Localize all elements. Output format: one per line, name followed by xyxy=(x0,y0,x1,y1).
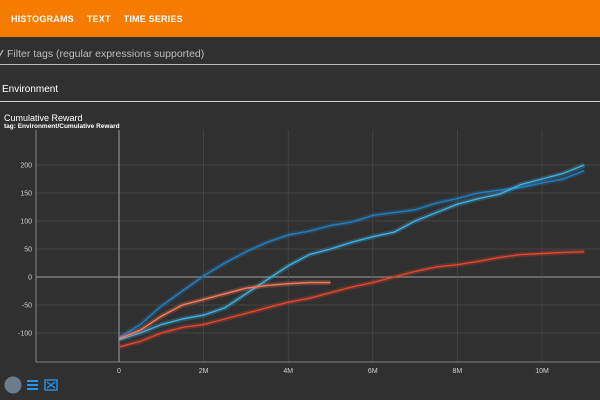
x-tick-label: 0 xyxy=(117,368,121,375)
card-tag: tag: Environment/Cumulative Reward xyxy=(4,123,120,130)
y-tick-label: 150 xyxy=(20,191,32,198)
fullscreen-icon xyxy=(44,379,58,391)
x-tick-label: 6M xyxy=(368,368,378,375)
x-tick-label: 2M xyxy=(199,368,209,375)
x-tick-label: 10M xyxy=(535,368,549,375)
data-table-icon xyxy=(27,380,38,390)
tag-filter-input[interactable] xyxy=(7,48,567,60)
group-title: Environment xyxy=(2,83,59,95)
tag-filter-bar xyxy=(0,44,600,65)
y-tick-label: 100 xyxy=(20,219,32,226)
group-header-environment[interactable]: Environment xyxy=(0,77,600,102)
series-line-0 xyxy=(118,169,585,339)
tab-text[interactable]: TEXT xyxy=(86,13,111,24)
y-tick-label: 200 xyxy=(20,163,32,170)
top-toolbar: HISTOGRAMS TEXT TIME SERIES xyxy=(0,0,600,37)
tab-histograms[interactable]: HISTOGRAMS xyxy=(11,13,74,24)
y-tick-label: 0 xyxy=(28,275,32,282)
x-tick-label: 8M xyxy=(453,368,463,375)
series-line-1 xyxy=(118,164,585,341)
data-table-button[interactable] xyxy=(26,379,40,391)
y-tick-label: -50 xyxy=(22,303,32,310)
y-tick-label: -100 xyxy=(18,331,32,338)
fit-domain-icon xyxy=(4,376,22,394)
chart-controls xyxy=(4,376,62,394)
series-line-3 xyxy=(118,251,585,348)
fit-domain-button[interactable] xyxy=(4,376,22,394)
search-icon xyxy=(0,49,4,57)
card-title: Cumulative Reward xyxy=(4,113,83,123)
series-raw-line-1 xyxy=(118,162,586,343)
cumulative-reward-chart[interactable]: -100 -50 0 50 100 150 200 0 2M 4M 6M 8M 10M xyxy=(0,130,600,375)
y-tick-label: 50 xyxy=(24,247,32,254)
tab-time-series[interactable]: TIME SERIES xyxy=(123,13,183,24)
fullscreen-button[interactable] xyxy=(44,379,58,391)
x-tick-label: 4M xyxy=(283,368,293,375)
series-line-2 xyxy=(118,281,331,340)
